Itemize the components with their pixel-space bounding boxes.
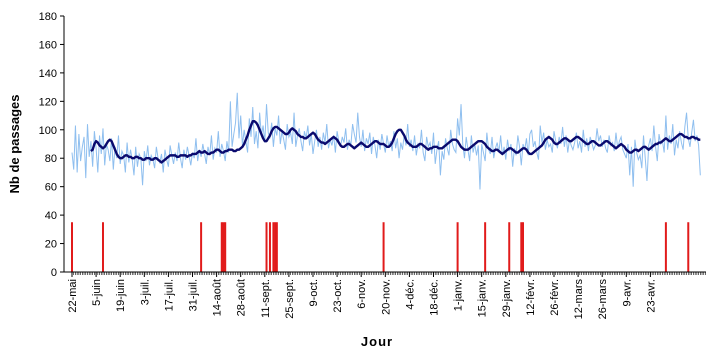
y-tick-label: 100 (39, 125, 57, 137)
x-tick-label: 23-avr. (645, 279, 657, 313)
x-axis-title: Jour (361, 334, 393, 349)
x-tick-label: 9-oct. (308, 279, 320, 307)
x-tick-label: 19-juin (115, 279, 127, 312)
y-tick-label: 180 (39, 11, 57, 23)
x-tick-label: 4-déc. (404, 279, 416, 310)
x-tick-label: 20-nov. (380, 279, 392, 315)
x-tick-label: 22-mai (67, 279, 79, 313)
x-tick-label: 15-janv. (477, 279, 489, 317)
y-tick-label: 0 (51, 267, 57, 279)
x-tick-label: 29-janv. (501, 279, 513, 317)
x-tick-label: 14-août (212, 279, 224, 316)
y-tick-label: 160 (39, 39, 57, 51)
moving-average-series (90, 120, 701, 164)
x-tick-label: 23-oct. (332, 279, 344, 313)
x-tick-label: 18-déc. (429, 279, 441, 316)
y-tick-label: 60 (45, 182, 57, 194)
x-tick-label: 26-févr. (549, 279, 561, 316)
x-tick-label: 6-nov. (356, 279, 368, 309)
x-tick-label: 26-mars (597, 279, 609, 320)
x-tick-label: 1-janv. (453, 279, 465, 311)
x-tick-label: 31-juil. (188, 279, 200, 311)
x-tick-label: 12-févr. (525, 279, 537, 316)
x-tick-label: 5-juin (91, 279, 103, 306)
y-tick-label: 80 (45, 153, 57, 165)
y-tick-label: 40 (45, 210, 57, 222)
x-tick-label: 25-sept. (284, 279, 296, 319)
y-tick-label: 120 (39, 96, 57, 108)
event-markers-series (71, 222, 690, 272)
x-tick-label: 3-juil. (139, 279, 151, 305)
moving-average-line (90, 120, 701, 164)
y-tick-label: 140 (39, 68, 57, 80)
x-tick-label: 9-avr. (621, 279, 633, 307)
x-tick-label: 11-sept. (260, 279, 272, 318)
y-tick-label: 20 (45, 239, 57, 251)
y-axis: 0 20 40 60 80 100 120 140 160 180 (39, 11, 65, 279)
x-axis: 22-mai 5-juin 19-juin 3-juil. 17-juil. 31-jui… (64, 271, 706, 320)
y-axis-title: Nb de passages (7, 95, 22, 194)
x-tick-label: 28-août (236, 279, 248, 316)
x-tick-label: 17-juil. (163, 279, 175, 311)
x-tick-label: 12-mars (573, 279, 585, 320)
